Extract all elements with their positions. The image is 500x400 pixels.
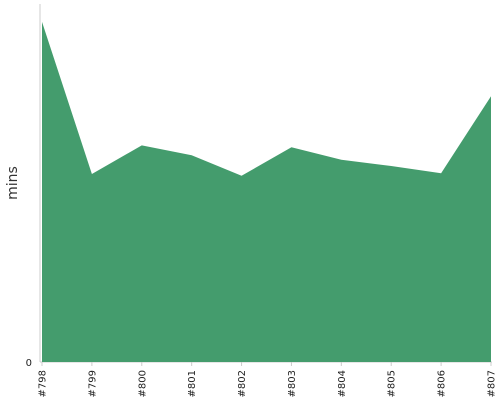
x-tick-label: #805	[387, 370, 398, 397]
x-tick-label: #799	[87, 370, 98, 397]
series-area	[42, 21, 491, 363]
x-tick-label: #802	[237, 370, 248, 397]
x-tick-label: #801	[187, 370, 198, 397]
x-tick-label: #804	[337, 370, 348, 397]
y-tick-label: 0	[26, 358, 32, 369]
x-tick-label: #806	[437, 370, 448, 397]
x-tick-label: #807	[487, 370, 498, 397]
x-tick-label: #803	[287, 370, 298, 397]
x-axis-ticks: #798 #799 #800 #801 #802 #803 #804 #805 #806 #807	[38, 362, 498, 397]
y-axis-label: mins	[5, 166, 21, 200]
x-tick-label: #800	[137, 370, 148, 397]
x-tick-label: #798	[38, 370, 49, 397]
